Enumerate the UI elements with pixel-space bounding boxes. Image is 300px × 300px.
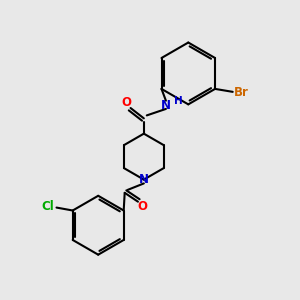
Text: O: O bbox=[121, 96, 131, 109]
Text: N: N bbox=[161, 99, 171, 112]
Text: O: O bbox=[137, 200, 147, 213]
Text: Br: Br bbox=[234, 86, 249, 99]
Text: Cl: Cl bbox=[42, 200, 54, 214]
Text: H: H bbox=[174, 96, 183, 106]
Text: N: N bbox=[139, 173, 149, 186]
